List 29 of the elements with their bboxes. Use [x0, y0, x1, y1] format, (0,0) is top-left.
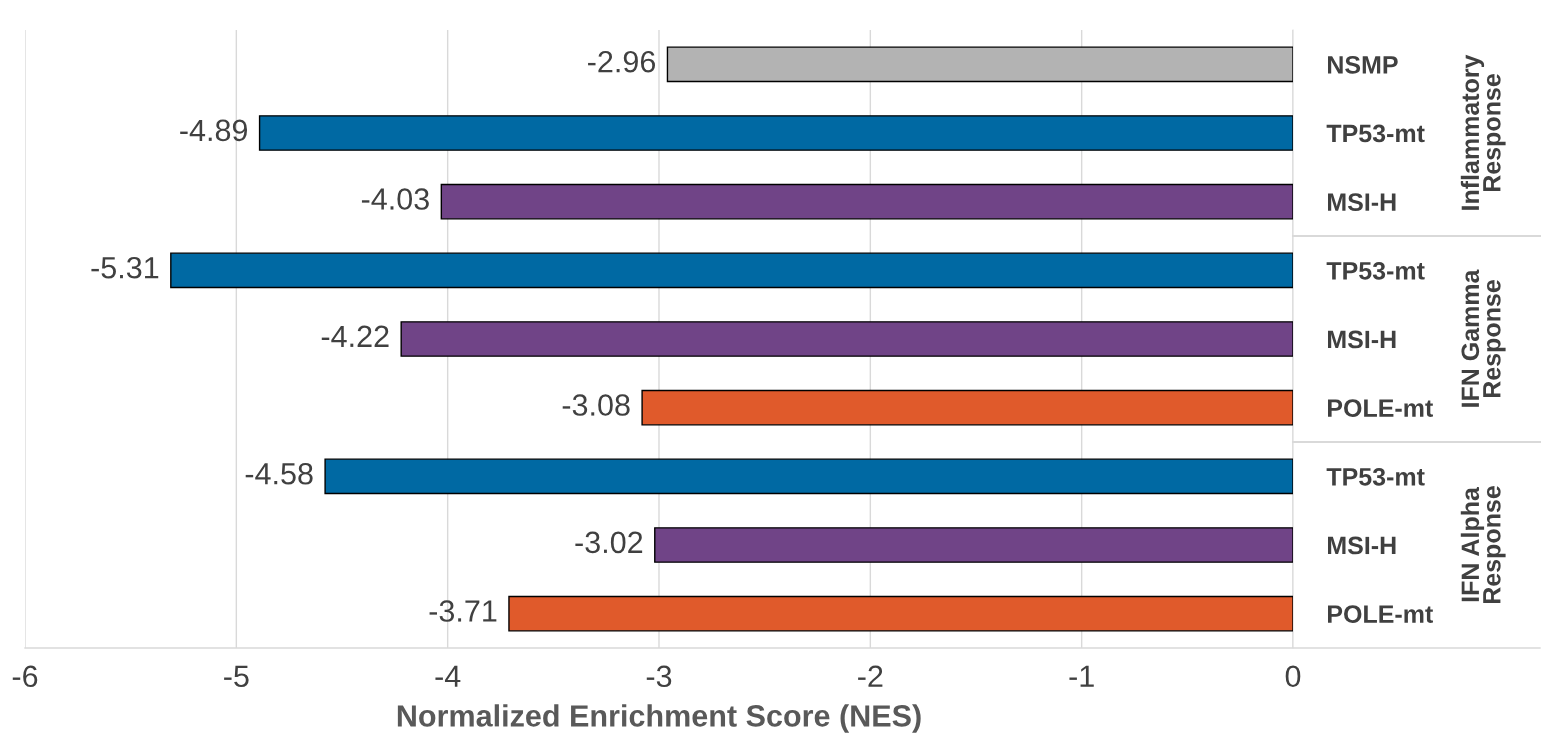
x-tick-label: -2	[858, 665, 883, 687]
data-label: -3.02	[575, 531, 643, 554]
data-label: -4.22	[321, 325, 389, 347]
data-label: -2.96	[588, 50, 656, 73]
x-tick-label: -4	[435, 665, 461, 687]
x-tick-label: -3	[646, 665, 672, 688]
data-label: -3.71	[429, 600, 497, 622]
y-tick-label: POLE-mt	[1328, 399, 1433, 417]
x-axis-title: Normalized Enrichment Score (NES)	[397, 704, 921, 733]
y-tick-label: TP53-mt	[1326, 124, 1425, 143]
text: Inflammatory Response	[1460, 54, 1506, 210]
y-tick-label: POLE-mt	[1328, 605, 1433, 623]
data-label: -4.58	[245, 462, 313, 485]
data-label: -4.89	[180, 119, 248, 142]
x-tick-label: 0	[1285, 665, 1301, 688]
x-tick-label: -6	[12, 665, 38, 688]
x-tick-label: -1	[1069, 665, 1094, 687]
y-tick-label: TP53-mt	[1326, 261, 1425, 280]
y-tick-label: NSMP	[1328, 55, 1398, 74]
text: IFN Gamma Response	[1461, 269, 1506, 407]
data-label: -4.03	[361, 188, 429, 210]
y-tick-label: MSI-H	[1328, 536, 1396, 555]
y-tick-label: MSI-H	[1328, 193, 1396, 211]
data-label: -5.31	[91, 256, 159, 279]
x-tick-label: -5	[224, 665, 249, 688]
y-tick-label: MSI-H	[1328, 330, 1396, 349]
text: IFN Alpha Response	[1460, 486, 1506, 604]
data-label: -3.08	[562, 394, 630, 416]
y-tick-label: TP53-mt	[1326, 467, 1425, 486]
